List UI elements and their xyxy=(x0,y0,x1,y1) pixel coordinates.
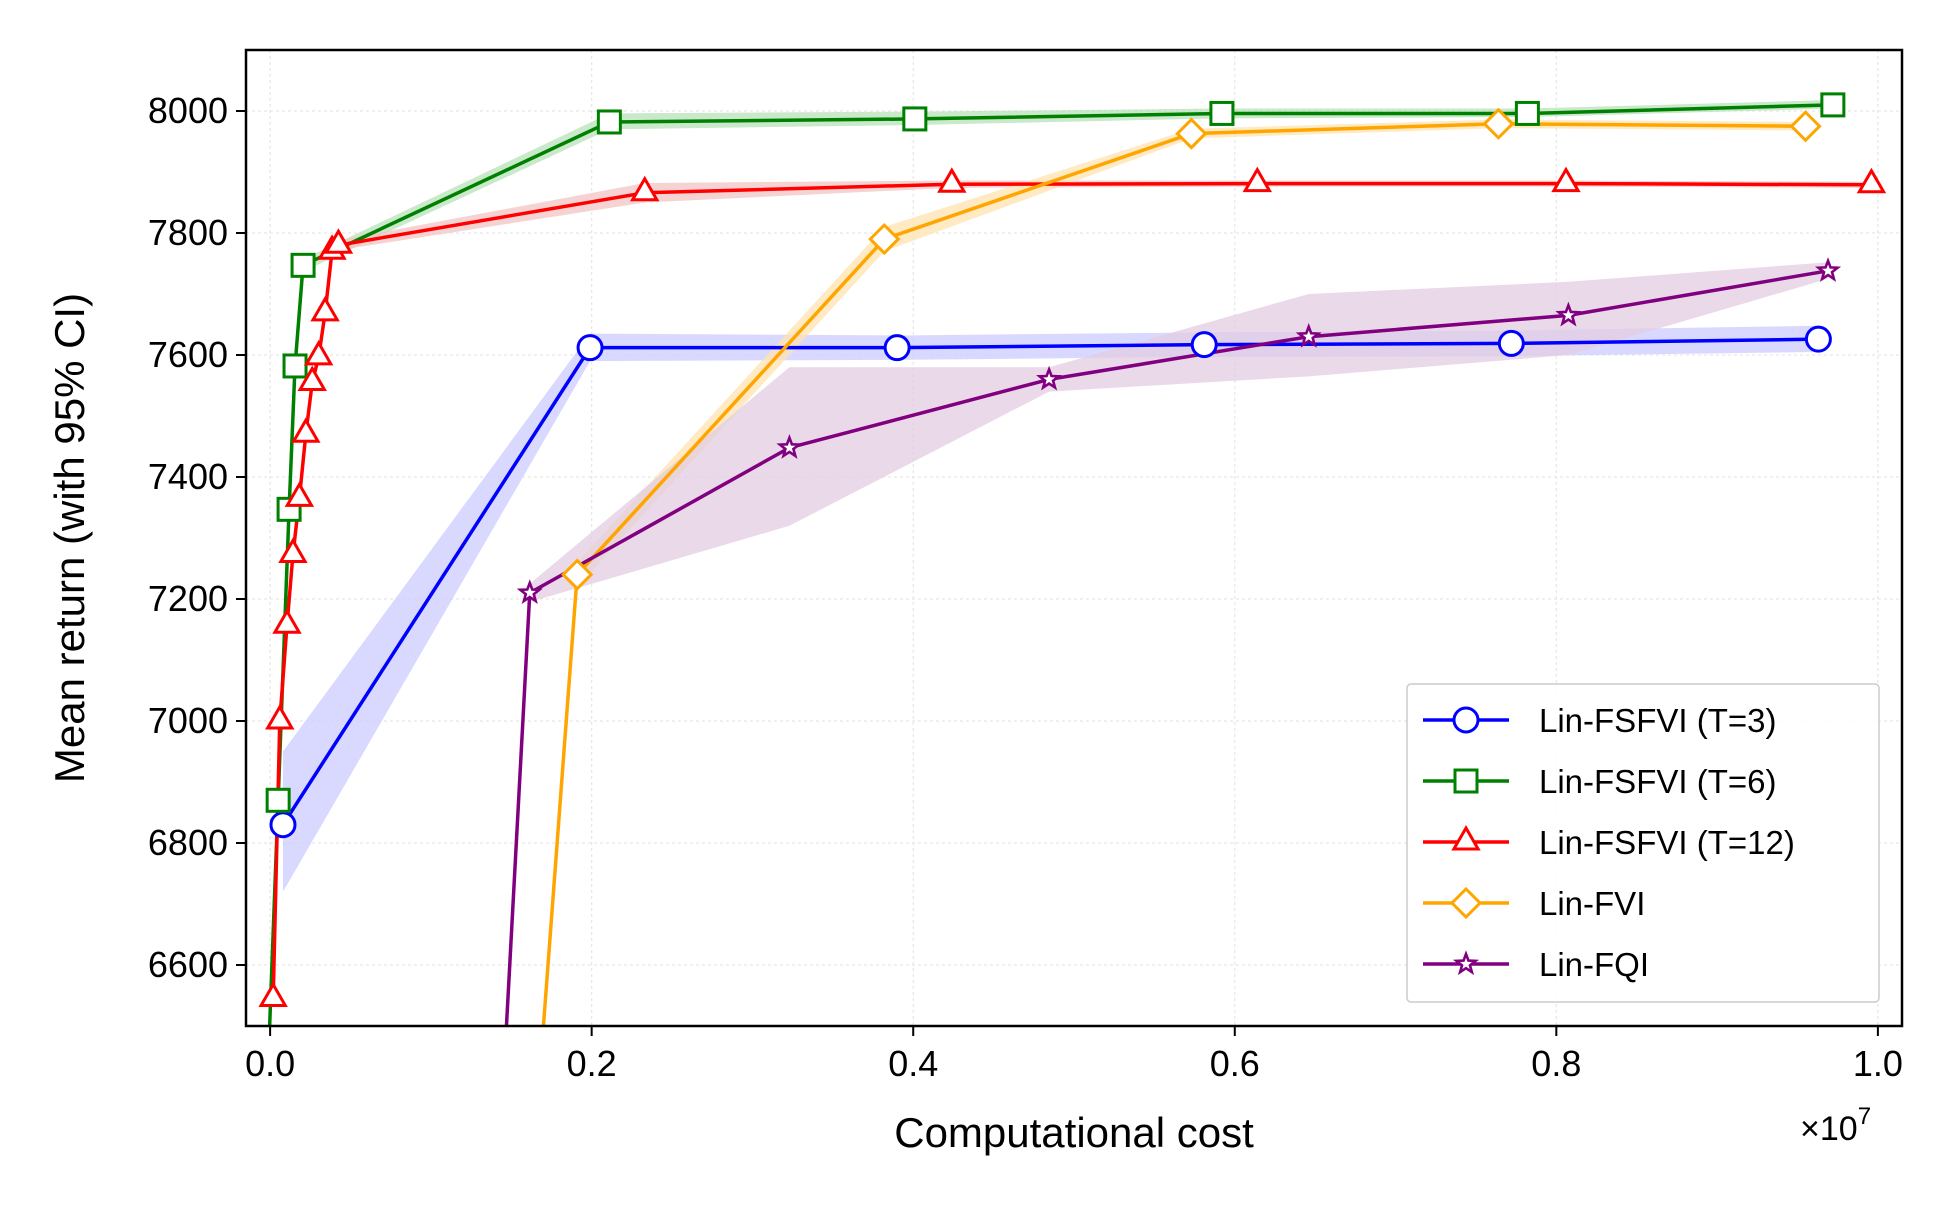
marker-triangle xyxy=(310,295,340,322)
marker-square xyxy=(282,353,308,379)
marker-triangle xyxy=(258,981,288,1008)
marker-circle xyxy=(1190,331,1218,359)
y-tick-label: 7400 xyxy=(148,456,228,497)
x-tick-label: 1.0 xyxy=(1853,1043,1903,1084)
marker-diamond xyxy=(561,558,594,591)
y-tick-label: 7000 xyxy=(148,700,228,741)
y-tick-label: 6800 xyxy=(148,822,228,863)
legend-label: Lin-FVI xyxy=(1539,885,1645,922)
marker-triangle xyxy=(278,537,308,563)
x-tick-label: 0.8 xyxy=(1531,1043,1581,1084)
legend-label: Lin-FSFVI (T=3) xyxy=(1539,702,1776,739)
marker-diamond xyxy=(868,222,901,256)
marker-triangle xyxy=(284,481,315,507)
marker-square xyxy=(1820,92,1846,118)
x-offset-exponent: 7 xyxy=(1858,1103,1871,1130)
marker-star xyxy=(1036,365,1063,391)
marker-square xyxy=(1514,100,1540,126)
marker-circle xyxy=(1804,325,1832,353)
confidence-bands xyxy=(269,100,1872,1026)
x-tick-label: 0.0 xyxy=(245,1043,295,1084)
axis-ticks: 0.0 0.2 0.4 0.6 0.8 1.0 6600 6800 7000 7200 7400 76… xyxy=(148,90,1903,1084)
y-axis-label: Mean return (with 95% CI) xyxy=(46,293,93,783)
legend-label: Lin-FQI xyxy=(1539,946,1649,983)
marker-square xyxy=(902,106,928,132)
marker-star xyxy=(1452,950,1480,976)
marker-circle xyxy=(1497,329,1525,357)
marker-star xyxy=(1295,322,1322,348)
marker-triangle xyxy=(272,608,302,634)
marker-triangle xyxy=(265,703,295,730)
legend-label: Lin-FSFVI (T=6) xyxy=(1539,763,1776,800)
series-line-lin-fsfvi-t-12 xyxy=(271,181,1872,999)
series-line-lin-fvi xyxy=(541,122,1806,1026)
x-tick-label: 0.2 xyxy=(567,1043,617,1084)
marker-star xyxy=(776,434,803,459)
marker-triangle xyxy=(1451,824,1481,851)
ci-band-lin-fqi xyxy=(506,262,1829,1026)
marker-triangle xyxy=(1856,167,1887,194)
legend-frame xyxy=(1406,683,1880,1003)
marker-diamond xyxy=(1449,886,1483,920)
marker-triangle xyxy=(1242,166,1273,193)
marker-circle xyxy=(576,334,604,362)
marker-square xyxy=(1209,100,1235,126)
marker-diamond xyxy=(1175,117,1208,150)
legend: Lin-FSFVI (T=3) Lin-FSFVI (T=6) Lin-FSFVI … xyxy=(1406,683,1880,1003)
x-tick-label: 0.4 xyxy=(888,1043,938,1084)
x-tick-label: 0.6 xyxy=(1210,1043,1260,1084)
x-offset-label: ×107 xyxy=(1800,1103,1871,1148)
marker-square xyxy=(265,787,291,813)
marker-triangle xyxy=(303,339,334,366)
y-tick-label: 7600 xyxy=(148,334,228,375)
marker-star xyxy=(1555,301,1582,327)
y-tick-label: 7800 xyxy=(148,212,228,253)
plot-area-frame xyxy=(244,48,1904,1028)
marker-square xyxy=(290,252,316,278)
marker-circle xyxy=(269,811,297,839)
marker-circle xyxy=(1452,706,1480,734)
series-line-lin-fsfvi-t-3 xyxy=(281,337,1819,826)
marker-diamond xyxy=(1789,110,1822,143)
series-markers xyxy=(258,92,1887,1008)
x-offset-base: ×10 xyxy=(1800,1110,1858,1148)
marker-triangle xyxy=(630,175,660,202)
marker-circle xyxy=(883,334,911,362)
x-axis-label: Computational cost xyxy=(894,1109,1254,1156)
marker-diamond xyxy=(1482,107,1515,140)
marker-triangle xyxy=(1551,166,1581,193)
marker-triangle xyxy=(297,365,327,391)
marker-triangle xyxy=(291,417,321,443)
y-tick-label: 6600 xyxy=(148,944,228,985)
marker-triangle xyxy=(937,167,967,193)
marker-triangle xyxy=(323,228,354,254)
y-tick-label: 7200 xyxy=(148,578,228,619)
marker-star xyxy=(516,579,543,604)
legend-label: Lin-FSFVI (T=12) xyxy=(1539,824,1795,861)
y-tick-label: 8000 xyxy=(148,90,228,131)
marker-square xyxy=(596,109,622,135)
marker-star xyxy=(1815,257,1842,282)
marker-square xyxy=(1453,768,1479,794)
